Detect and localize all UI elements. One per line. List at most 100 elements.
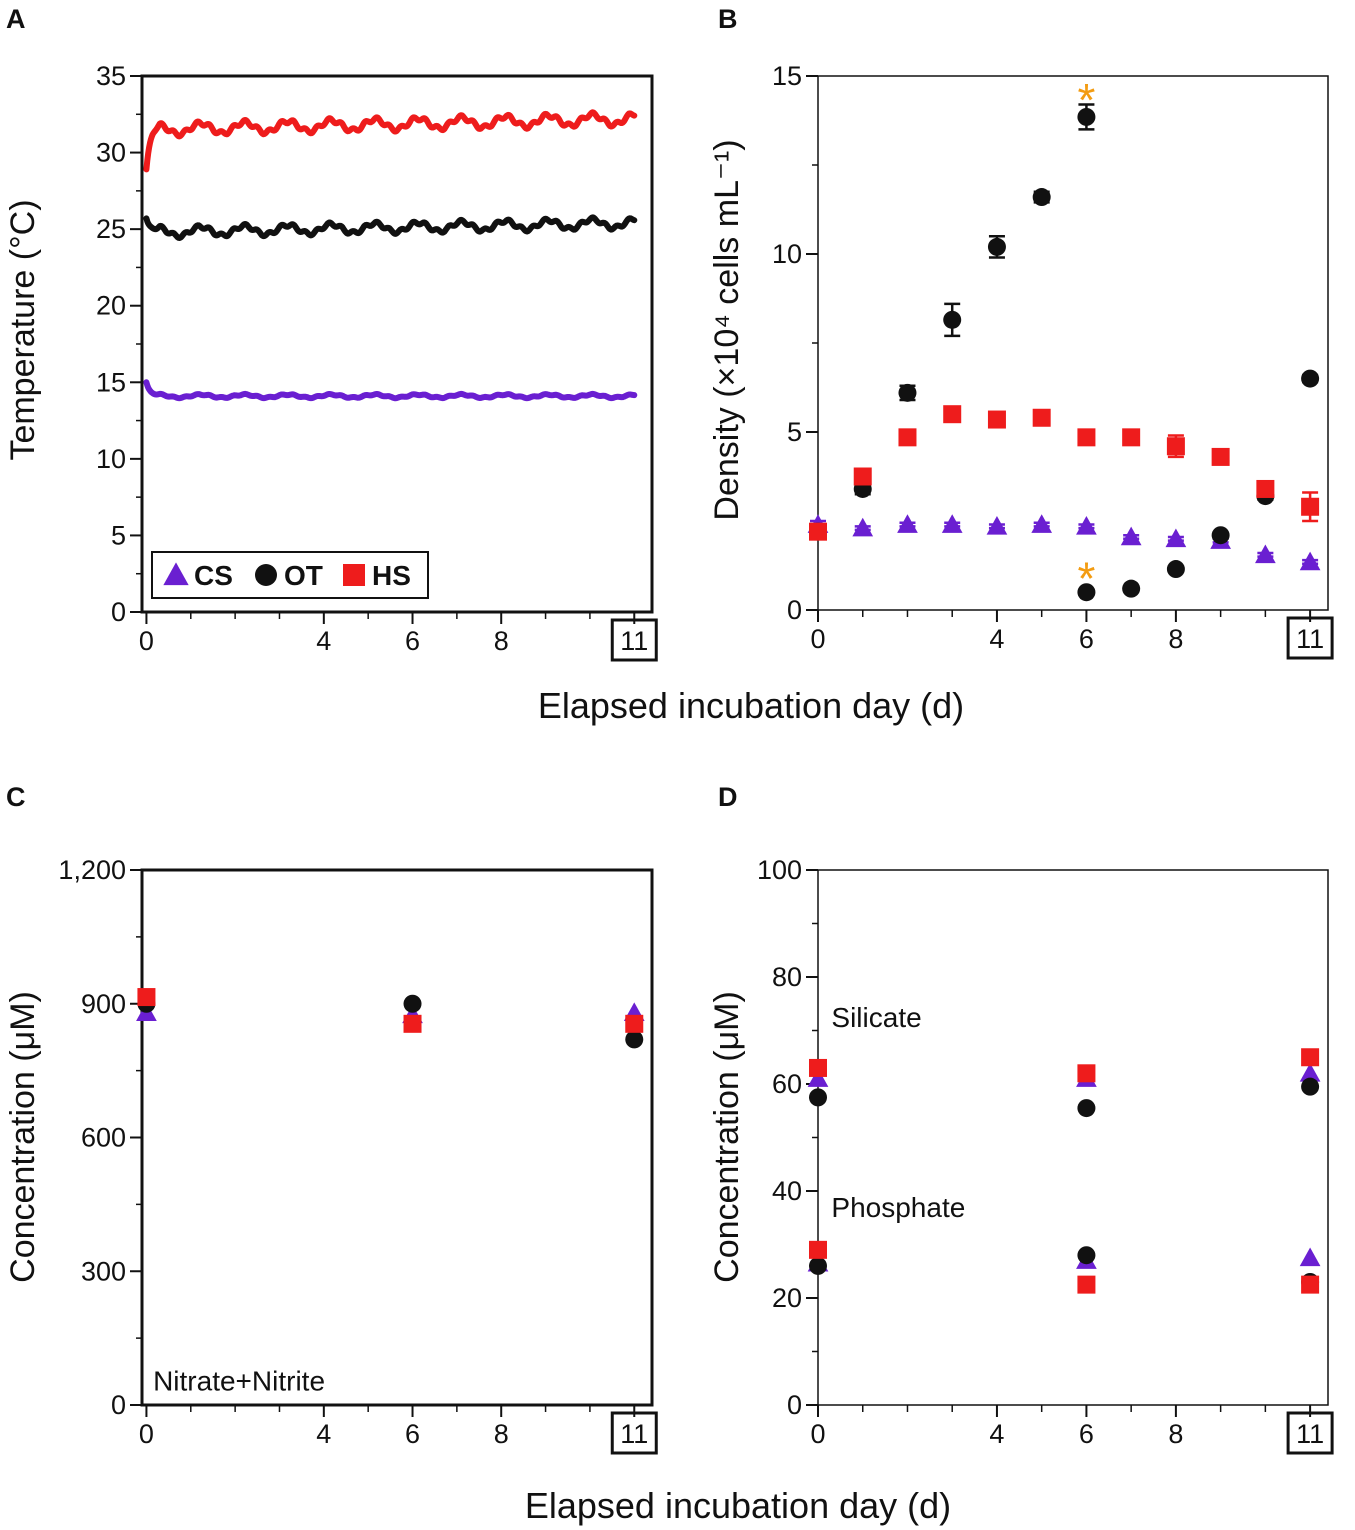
y-tick-label: 30 bbox=[96, 138, 126, 168]
data-point-hs bbox=[809, 1240, 827, 1259]
data-point-ot bbox=[1077, 1246, 1096, 1265]
boxed-tick-frame bbox=[1286, 1411, 1334, 1455]
y-tick-label: 35 bbox=[96, 61, 126, 91]
x-axis-label-bottom: Elapsed incubation day (d) bbox=[525, 1485, 951, 1526]
data-point-cs bbox=[1165, 528, 1187, 548]
series-ot bbox=[809, 103, 1320, 602]
y-tick-label: 900 bbox=[81, 989, 126, 1019]
legend-label-cs: CS bbox=[194, 560, 233, 591]
legend-marker-hs bbox=[343, 564, 365, 586]
y-tick-label: 0 bbox=[787, 1390, 802, 1420]
x-tick-label: 4 bbox=[989, 624, 1004, 654]
data-point-hs bbox=[625, 1014, 644, 1033]
x-tick-label: 11 bbox=[620, 626, 648, 656]
x-axis-label-top: Elapsed incubation day (d) bbox=[538, 685, 964, 726]
series-ot bbox=[809, 1077, 1320, 1291]
data-point-cs bbox=[941, 514, 963, 533]
data-point-hs bbox=[1301, 497, 1320, 516]
y-tick-label: 10 bbox=[772, 239, 802, 269]
x-tick-label: 8 bbox=[494, 626, 509, 656]
data-point-ot bbox=[1166, 560, 1185, 579]
data-point-hs bbox=[1166, 437, 1185, 456]
data-point-hs bbox=[943, 405, 962, 424]
data-point-cs bbox=[852, 517, 874, 537]
data-point-cs bbox=[1299, 551, 1321, 571]
x-tick-label: 11 bbox=[1296, 1419, 1324, 1449]
plot-frame bbox=[817, 75, 1329, 611]
legend: CS OT HS bbox=[151, 551, 429, 599]
legend-marker-ot bbox=[255, 564, 277, 586]
y-tick-label: 10 bbox=[96, 444, 126, 474]
series-line-cs bbox=[143, 379, 638, 402]
x-tick-label: 6 bbox=[405, 626, 420, 656]
data-point-ot bbox=[1301, 1077, 1320, 1096]
series-hs bbox=[137, 988, 644, 1033]
data-point-ot bbox=[1211, 526, 1230, 545]
y-axis-label: Temperature (°C) bbox=[4, 199, 42, 460]
data-point-hs bbox=[1256, 479, 1275, 498]
data-point-hs bbox=[1032, 408, 1051, 427]
data-point-cs bbox=[986, 515, 1008, 535]
data-point-hs bbox=[1077, 428, 1096, 447]
data-point-hs bbox=[987, 410, 1006, 429]
panel-a-temperature: 0 5 10 15 20 25 30 35 0 4 6 8 11 Temperature (°C) CS OT… bbox=[4, 61, 658, 662]
x-tick-label: 6 bbox=[1079, 624, 1094, 654]
series-cs bbox=[807, 1062, 1321, 1272]
y-tick-label: 5 bbox=[787, 417, 802, 447]
x-tick-label: 0 bbox=[139, 1419, 154, 1449]
panel-label-d: D bbox=[718, 782, 738, 812]
y-axis-label: Density (×10⁴ cells mL⁻¹) bbox=[708, 139, 746, 520]
boxed-tick-frame bbox=[610, 618, 658, 662]
data-point-ot bbox=[809, 1088, 827, 1107]
data-point-hs bbox=[1301, 1275, 1320, 1294]
y-tick-label: 20 bbox=[772, 1283, 802, 1313]
significance-asterisk: * bbox=[1077, 553, 1095, 605]
data-point-ot bbox=[625, 1030, 644, 1049]
x-tick-label: 11 bbox=[620, 1419, 648, 1449]
data-point-cs bbox=[1076, 515, 1097, 535]
plot-frame bbox=[817, 869, 1329, 1406]
series-line-hs bbox=[143, 109, 638, 173]
x-tick-label: 6 bbox=[405, 1419, 420, 1449]
series-hs bbox=[809, 1048, 1320, 1294]
data-point-ot bbox=[943, 310, 962, 329]
plot-frame bbox=[140, 868, 654, 1407]
data-point-ot bbox=[809, 1256, 827, 1275]
x-tick-label: 4 bbox=[316, 626, 331, 656]
legend-label-ot: OT bbox=[284, 560, 323, 591]
data-point-ot bbox=[1032, 188, 1051, 207]
panel-label-b: B bbox=[718, 4, 738, 34]
y-tick-label: 25 bbox=[96, 214, 126, 244]
data-point-ot bbox=[1122, 579, 1141, 598]
panel-annotation: Silicate bbox=[831, 1002, 921, 1033]
x-tick-label: 8 bbox=[1168, 1419, 1183, 1449]
data-point-hs bbox=[403, 1014, 422, 1033]
panel-label-a: A bbox=[6, 4, 26, 34]
y-tick-label: 40 bbox=[772, 1176, 802, 1206]
x-tick-label: 0 bbox=[810, 624, 825, 654]
panel-annotation: Nitrate+Nitrite bbox=[153, 1365, 325, 1396]
data-point-hs bbox=[1211, 447, 1230, 466]
series-cs bbox=[807, 514, 1321, 571]
y-tick-label: 20 bbox=[96, 291, 126, 321]
y-tick-label: 100 bbox=[757, 855, 802, 885]
boxed-tick-frame bbox=[610, 1411, 658, 1455]
data-point-hs bbox=[1077, 1275, 1096, 1294]
panel-annotation: Phosphate bbox=[831, 1192, 965, 1223]
data-point-ot bbox=[403, 994, 422, 1013]
data-point-ot bbox=[987, 237, 1006, 256]
y-tick-label: 0 bbox=[111, 1390, 126, 1420]
y-tick-label: 60 bbox=[772, 1069, 802, 1099]
data-point-ot bbox=[898, 383, 917, 402]
x-tick-label: 4 bbox=[316, 1419, 331, 1449]
y-tick-label: 15 bbox=[96, 367, 126, 397]
data-point-hs bbox=[1301, 1048, 1320, 1067]
legend-marker-cs bbox=[163, 562, 189, 586]
y-tick-label: 15 bbox=[772, 61, 802, 91]
data-point-cs bbox=[897, 514, 918, 533]
y-tick-label: 0 bbox=[111, 597, 126, 627]
x-tick-label: 4 bbox=[989, 1419, 1004, 1449]
y-tick-label: 80 bbox=[772, 962, 802, 992]
data-point-hs bbox=[853, 467, 872, 486]
